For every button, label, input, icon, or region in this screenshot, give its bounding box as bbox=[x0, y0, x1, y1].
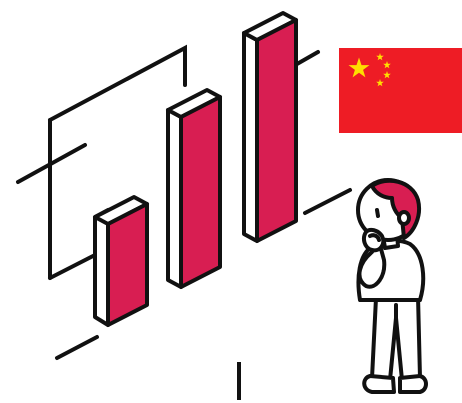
chart-bar-short bbox=[93, 195, 149, 327]
flag-small-star-icon bbox=[376, 53, 384, 61]
flag-field bbox=[339, 48, 462, 133]
person-finger bbox=[368, 233, 381, 242]
thinking-person bbox=[356, 178, 428, 394]
bar-medium-front bbox=[179, 95, 222, 289]
flag-small-star-icon bbox=[383, 71, 391, 79]
flag-big-star-icon bbox=[348, 57, 370, 78]
person-ear bbox=[397, 210, 411, 226]
text-cursor-icon bbox=[237, 362, 241, 400]
person-eye bbox=[375, 208, 380, 218]
flag-small-star-icon bbox=[383, 61, 391, 69]
bar-tall-front bbox=[255, 18, 298, 243]
chart-bar-tall bbox=[242, 11, 298, 243]
china-flag bbox=[339, 48, 462, 133]
person-left-shoe bbox=[362, 374, 396, 394]
flag-small-star-icon bbox=[376, 79, 384, 87]
person-right-shoe bbox=[398, 374, 428, 394]
chart-bar-medium bbox=[166, 88, 222, 289]
chart-frame bbox=[16, 44, 352, 360]
bar-short-front bbox=[106, 202, 149, 327]
